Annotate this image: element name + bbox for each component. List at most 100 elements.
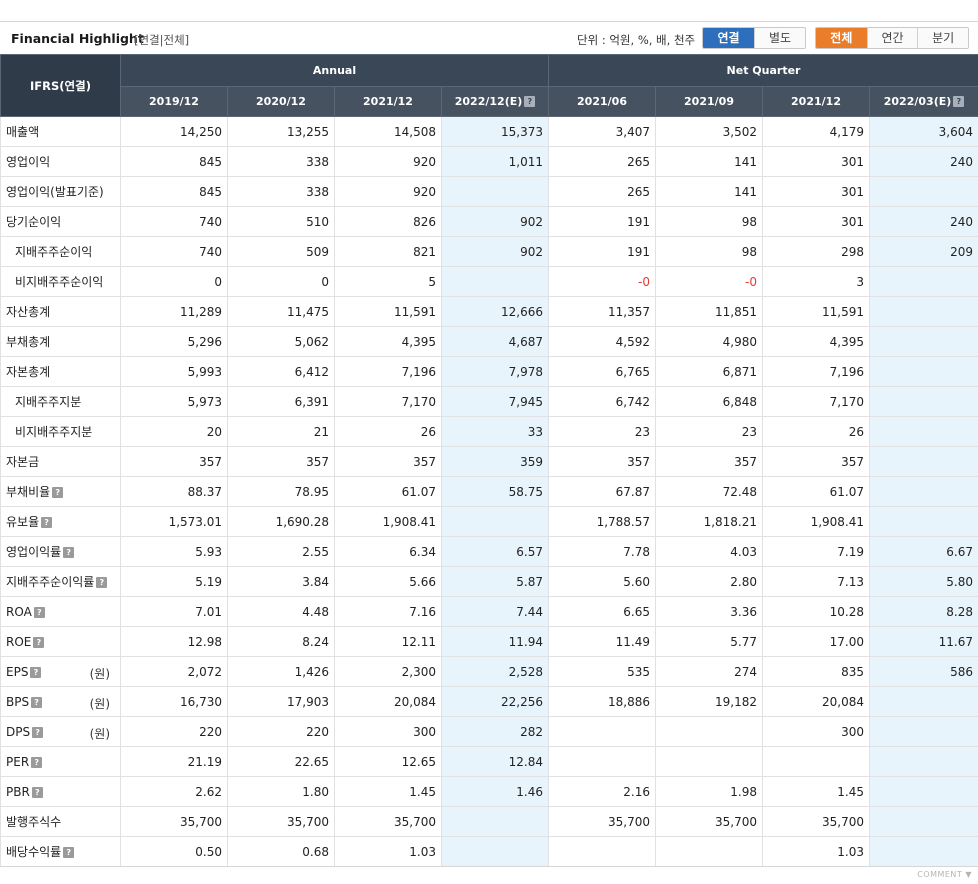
table-row: 유보율? 1,573.01 1,690.28 1,908.41 1,788.57 1,81… bbox=[0, 506, 978, 537]
column-header: 2021/12 bbox=[334, 86, 442, 117]
basis-tab-separate[interactable]: 별도 bbox=[754, 28, 805, 48]
value-cell: 21 bbox=[227, 416, 335, 447]
comment-toggle[interactable]: COMMENT ▼ bbox=[917, 870, 972, 879]
value-cell: 3 bbox=[762, 266, 871, 297]
top-strip bbox=[0, 0, 978, 22]
value-cell: 4,395 bbox=[762, 326, 871, 357]
table-row: PBR? 2.62 1.80 1.45 1.46 2.16 1.98 1.45 bbox=[0, 776, 978, 807]
value-cell: 88.37 bbox=[120, 476, 228, 507]
value-cell: 7.78 bbox=[548, 536, 657, 567]
value-cell: 5.87 bbox=[440, 566, 550, 597]
help-icon[interactable]: ? bbox=[31, 786, 43, 798]
value-cell: 12.98 bbox=[120, 626, 228, 657]
value-cell bbox=[869, 176, 978, 207]
value-cell: 35,700 bbox=[762, 806, 871, 837]
value-cell: 740 bbox=[120, 206, 228, 237]
value-cell: 8.24 bbox=[227, 626, 335, 657]
value-cell: 1.03 bbox=[762, 836, 871, 867]
value-cell: 1.03 bbox=[334, 836, 442, 867]
value-cell bbox=[869, 716, 978, 747]
value-cell: 357 bbox=[548, 446, 657, 477]
value-cell: 5,296 bbox=[120, 326, 228, 357]
help-icon[interactable]: ? bbox=[41, 517, 53, 528]
help-icon[interactable]: ? bbox=[52, 487, 64, 498]
value-cell bbox=[869, 836, 978, 867]
value-cell: 1.45 bbox=[334, 776, 442, 807]
help-icon[interactable]: ? bbox=[33, 606, 45, 618]
corner-header: IFRS(연결) bbox=[0, 54, 121, 117]
value-cell: 5.60 bbox=[548, 566, 657, 597]
value-cell: -0 bbox=[548, 266, 657, 297]
value-cell: 282 bbox=[440, 716, 550, 747]
value-cell: 357 bbox=[334, 446, 442, 477]
section-title: Financial Highlight bbox=[11, 31, 144, 46]
value-cell: 12.11 bbox=[334, 626, 442, 657]
basis-toggle: 연결 별도 bbox=[702, 27, 806, 49]
value-cell: 7,196 bbox=[334, 356, 442, 387]
value-cell: 5.93 bbox=[120, 536, 228, 567]
row-label: 매출액 bbox=[0, 116, 121, 147]
period-tab-quarter[interactable]: 분기 bbox=[917, 28, 968, 48]
value-cell: 6,871 bbox=[655, 356, 764, 387]
help-icon[interactable]: ? bbox=[31, 696, 43, 708]
row-unit: (원) bbox=[89, 667, 110, 681]
footer: COMMENT ▼ bbox=[0, 866, 978, 884]
column-header-label: 2021/06 bbox=[577, 95, 627, 108]
value-cell: 0 bbox=[227, 266, 335, 297]
value-cell: 1.80 bbox=[227, 776, 335, 807]
row-label: BPS? (원) bbox=[0, 686, 121, 717]
help-icon[interactable]: ? bbox=[33, 636, 45, 648]
value-cell: 920 bbox=[334, 176, 442, 207]
help-icon[interactable]: ? bbox=[30, 666, 42, 678]
period-tab-all[interactable]: 전체 bbox=[816, 28, 867, 48]
help-icon[interactable]: ? bbox=[953, 96, 965, 107]
help-icon[interactable]: ? bbox=[63, 847, 75, 858]
value-cell: 18,886 bbox=[548, 686, 657, 717]
column-header: 2019/12 bbox=[120, 86, 228, 117]
value-cell: 11.94 bbox=[440, 626, 550, 657]
value-cell: 4,395 bbox=[334, 326, 442, 357]
basis-tab-consolidated[interactable]: 연결 bbox=[703, 28, 754, 48]
help-icon[interactable]: ? bbox=[96, 577, 108, 588]
value-cell: 7,196 bbox=[762, 356, 871, 387]
period-toggle: 전체 연간 분기 bbox=[815, 27, 969, 49]
value-cell: 357 bbox=[227, 446, 335, 477]
value-cell bbox=[869, 266, 978, 297]
value-cell: 902 bbox=[440, 236, 550, 267]
row-label-text: 유보율 bbox=[6, 515, 40, 529]
value-cell bbox=[869, 416, 978, 447]
value-cell bbox=[869, 506, 978, 537]
value-cell bbox=[440, 836, 550, 867]
value-cell: 240 bbox=[869, 206, 978, 237]
value-cell: 17.00 bbox=[762, 626, 871, 657]
column-header-label: 2022/03(E) bbox=[883, 95, 952, 108]
value-cell: 11,851 bbox=[655, 296, 764, 327]
column-header: 2021/12 bbox=[762, 86, 871, 117]
row-label: 영업이익률? bbox=[0, 536, 121, 567]
row-label-text: EPS bbox=[6, 664, 29, 679]
value-cell: 826 bbox=[334, 206, 442, 237]
table-row: 영업이익률? 5.93 2.55 6.34 6.57 7.78 4.03 7.19 6.67 bbox=[0, 536, 978, 567]
row-label-text: ROA bbox=[6, 604, 32, 619]
value-cell: 12.65 bbox=[334, 746, 442, 777]
help-icon[interactable]: ? bbox=[31, 756, 43, 768]
table-row: 비지배주주지분 20 21 26 33 23 23 26 bbox=[0, 416, 978, 447]
value-cell: 22.65 bbox=[227, 746, 335, 777]
value-cell: 357 bbox=[762, 446, 871, 477]
value-cell: 11,591 bbox=[762, 296, 871, 327]
row-label-text: 배당수익률 bbox=[6, 845, 62, 859]
table-row: 비지배주주순이익 0 0 5 -0 -0 3 bbox=[0, 266, 978, 297]
value-cell: 7.13 bbox=[762, 566, 871, 597]
column-header: 2022/03(E)? bbox=[869, 86, 978, 117]
value-cell bbox=[655, 836, 764, 867]
help-icon[interactable]: ? bbox=[32, 726, 44, 738]
value-cell: 141 bbox=[655, 176, 764, 207]
table-row: 배당수익률? 0.50 0.68 1.03 1.03 bbox=[0, 836, 978, 867]
value-cell: 1,908.41 bbox=[334, 506, 442, 537]
period-tab-annual[interactable]: 연간 bbox=[866, 28, 918, 48]
help-icon[interactable]: ? bbox=[63, 547, 75, 558]
row-label-text: PBR bbox=[6, 784, 30, 799]
value-cell: 300 bbox=[762, 716, 871, 747]
help-icon[interactable]: ? bbox=[524, 96, 536, 107]
value-cell: 98 bbox=[655, 236, 764, 267]
